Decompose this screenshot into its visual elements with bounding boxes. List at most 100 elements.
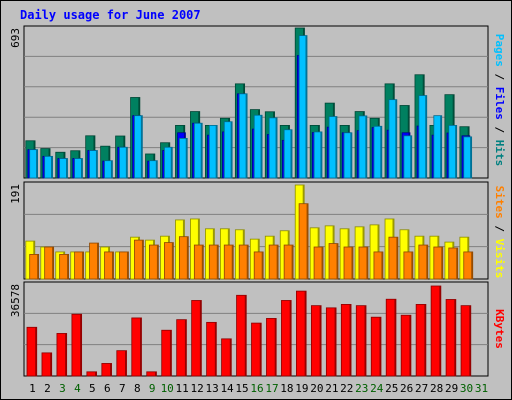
bar-sites [343,246,354,280]
bar-sites [223,244,234,280]
bar-sites [448,247,459,280]
panel-visits-sites: 191 Sites / Visits [9,181,506,280]
x-tick-label: 9 [149,382,156,395]
bar-pages [163,146,173,179]
bar-sites [178,236,189,280]
bar-pages [373,125,383,179]
bar-sites [298,203,309,280]
bar-kbytes [26,326,38,377]
bar-kbytes [355,305,367,377]
panels-layer: 693 Pages / Files / Hits 191 Sites / Visits… [9,25,506,377]
bar-kbytes [146,371,157,377]
x-tick-label: 19 [295,382,308,395]
bar-kbytes [56,333,68,377]
bar-sites [238,244,249,280]
bar-kbytes [116,350,127,377]
x-tick-label: 14 [220,382,234,395]
bar-sites [403,251,414,280]
bar-pages [268,117,278,179]
y-max-label: 191 [9,184,22,204]
x-tick-label: 24 [370,382,384,395]
bar-kbytes [370,316,382,377]
bar-pages [433,115,443,179]
bar-kbytes [430,285,442,377]
bar-sites [163,242,174,280]
bar-kbytes [460,305,472,377]
x-tick-label: 26 [400,382,413,395]
x-tick-label: 28 [430,382,443,395]
axis-label-kbytes: KBytes [493,309,506,349]
bar-sites [74,251,84,280]
bar-sites [208,244,219,280]
bar-pages [149,160,158,179]
bar-pages [134,115,143,179]
bar-pages [418,95,428,179]
x-tick-label: 17 [265,382,278,395]
x-tick-label: 1 [29,382,36,395]
x-tick-label: 18 [280,382,293,395]
bar-kbytes [325,307,337,377]
bar-sites [59,253,70,280]
x-tick-label: 3 [59,382,66,395]
bar-pages [74,158,83,179]
x-tick-label: 22 [340,382,353,395]
bar-pages [178,137,188,179]
x-tick-label: 27 [415,382,428,395]
bar-sites [463,251,474,280]
bar-kbytes [176,319,187,377]
bar-pages [208,125,218,179]
x-tick-label: 6 [104,382,111,395]
y-max-label: 693 [9,28,22,48]
bar-kbytes [221,338,232,377]
bar-kbytes [445,299,457,377]
y-max-label: 36578 [9,284,22,317]
bar-sites [283,244,294,280]
bar-kbytes [266,318,277,377]
bar-kbytes [400,314,412,377]
x-tick-label: 16 [250,382,263,395]
bar-pages [29,149,38,179]
bar-sites [193,244,204,280]
axis-label-hits-files-pages: Pages / Files / Hits [493,34,506,167]
bar-sites [119,251,129,280]
bar-kbytes [161,329,172,377]
bar-kbytes [296,290,307,377]
bar-kbytes [191,300,202,377]
bar-kbytes [251,322,262,377]
bar-sites [268,244,279,280]
bar-kbytes [385,298,397,377]
bar-sites [373,251,384,280]
x-tick-label: 8 [134,382,141,395]
bar-kbytes [86,371,97,377]
x-tick-label: 30 [460,382,473,395]
bar-pages [403,135,413,179]
bar-sites [44,246,55,280]
bar-pages [253,114,263,179]
bar-sites [313,246,324,280]
bar-kbytes [415,303,427,377]
bar-sites [418,244,429,280]
x-tick-label: 23 [355,382,368,395]
bar-kbytes [281,300,292,377]
bar-sites [433,246,444,280]
bar-pages [59,158,68,179]
bar-sites [149,244,159,280]
x-tick-label: 5 [89,382,96,395]
bar-sites [29,253,40,280]
bar-pages [119,146,128,179]
bar-pages [388,99,398,179]
bar-pages [463,136,473,179]
bar-sites [134,239,144,280]
bar-kbytes [310,305,322,377]
bar-pages [343,132,353,179]
panel-hits-files-pages: 693 Pages / Files / Hits [9,25,506,179]
bar-kbytes [206,321,217,377]
bar-sites [104,251,114,280]
bar-pages [193,122,203,179]
bar-pages [104,160,113,179]
bar-pages [238,93,248,179]
x-tick-label: 21 [325,382,338,395]
x-tick-label: 31 [475,382,488,395]
bar-pages [223,121,233,179]
